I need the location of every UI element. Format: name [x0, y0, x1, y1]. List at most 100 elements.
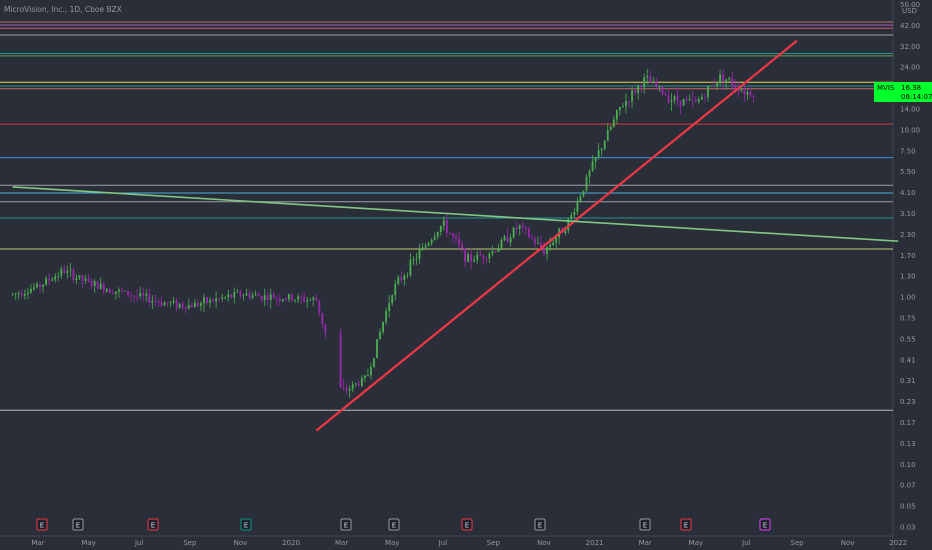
candle-body [576, 201, 579, 213]
price-tick-label: 0.55 [900, 335, 916, 343]
candle-body [600, 148, 603, 151]
candle-body [133, 295, 136, 297]
candle-body [497, 248, 500, 252]
candle-body [357, 383, 360, 386]
candle-body [84, 278, 87, 281]
candle-body [588, 170, 591, 177]
candle-body [260, 296, 263, 301]
candle-body [658, 86, 661, 88]
earnings-marker[interactable] [759, 518, 771, 531]
candle-body [288, 294, 290, 300]
candle-body [591, 161, 594, 171]
candle-body [631, 90, 633, 102]
candle-body [33, 287, 35, 290]
candle-body [743, 89, 746, 95]
candle-body [178, 303, 181, 308]
candle-body [728, 77, 731, 80]
price-tick-label: 50.00 [900, 1, 920, 9]
candle-body [160, 302, 163, 306]
candle-body [306, 300, 309, 302]
earnings-marker[interactable] [72, 518, 84, 531]
earnings-marker[interactable] [240, 518, 252, 531]
candle-body [373, 358, 375, 367]
trendlines [12, 39, 899, 432]
candle-body [157, 301, 160, 303]
candle-body [363, 375, 366, 379]
earnings-marker[interactable] [147, 518, 159, 531]
time-tick-label: Mar [31, 539, 44, 547]
candle-body [154, 300, 157, 302]
candle-body [324, 324, 327, 334]
candle-body [36, 283, 38, 288]
candle-body [130, 295, 133, 297]
candle-body [515, 227, 518, 230]
candle-body [640, 85, 643, 88]
candle-body [385, 310, 388, 322]
candle-body [124, 290, 126, 292]
candle-body [482, 255, 485, 259]
candle-body [740, 89, 743, 92]
candle-body [494, 251, 497, 253]
candle-body [14, 293, 17, 295]
candle-body [184, 306, 187, 309]
price-tick-label: 5.50 [900, 168, 916, 176]
candle-body [294, 299, 296, 301]
candle-body [628, 101, 630, 103]
candle-body [597, 150, 600, 158]
candle-body [209, 299, 211, 303]
earnings-marker-label: E [538, 522, 542, 530]
candle-body [719, 74, 721, 83]
earnings-marker[interactable] [388, 518, 400, 531]
trendline[interactable] [12, 186, 899, 242]
earnings-marker[interactable] [340, 518, 352, 531]
candle-body [227, 294, 230, 298]
candle-body [670, 100, 673, 103]
candle-body [725, 79, 728, 82]
last-price-value: 16.38 [901, 84, 921, 92]
candle-body [291, 294, 293, 301]
candle-body [427, 243, 430, 246]
candle-body [512, 227, 515, 238]
candle-body [187, 304, 190, 309]
price-tick-label: 4.10 [900, 189, 916, 197]
candle-body [388, 303, 391, 311]
candle-body [555, 237, 558, 243]
candle-body [433, 236, 436, 240]
candle-body [749, 92, 752, 96]
earnings-marker[interactable] [461, 518, 473, 531]
candle-body [704, 96, 706, 98]
candle-body [93, 281, 96, 286]
candle-body [376, 339, 378, 359]
candle-body [48, 278, 51, 281]
last-price-symbol: MVIS [877, 84, 895, 92]
candle-body [236, 291, 239, 293]
earnings-marker[interactable] [36, 518, 48, 531]
candle-body [42, 284, 44, 287]
candle-body [530, 237, 533, 239]
earnings-marker[interactable] [534, 518, 546, 531]
candle-body [479, 254, 482, 256]
earnings-marker-label: E [643, 522, 647, 530]
candle-body [23, 294, 26, 296]
candle-body [60, 269, 63, 276]
candle-body [303, 297, 306, 302]
candle-body [17, 293, 20, 295]
price-tick-label: 1.30 [900, 273, 916, 281]
candle-body [351, 384, 354, 390]
candle-body [503, 236, 506, 241]
earnings-marker[interactable] [680, 518, 692, 531]
candle-body [63, 269, 66, 274]
candle-body [734, 85, 737, 88]
candle-body [606, 129, 609, 141]
price-tick-label: 0.07 [900, 482, 916, 490]
candle-body [612, 119, 615, 127]
candle-body [697, 99, 700, 102]
candle-body [409, 259, 412, 276]
candle-body [524, 227, 527, 229]
trendline[interactable] [315, 39, 798, 432]
candle-body [218, 298, 221, 300]
candle-body [694, 99, 697, 102]
earnings-marker[interactable] [639, 518, 651, 531]
candle-body [263, 295, 266, 301]
